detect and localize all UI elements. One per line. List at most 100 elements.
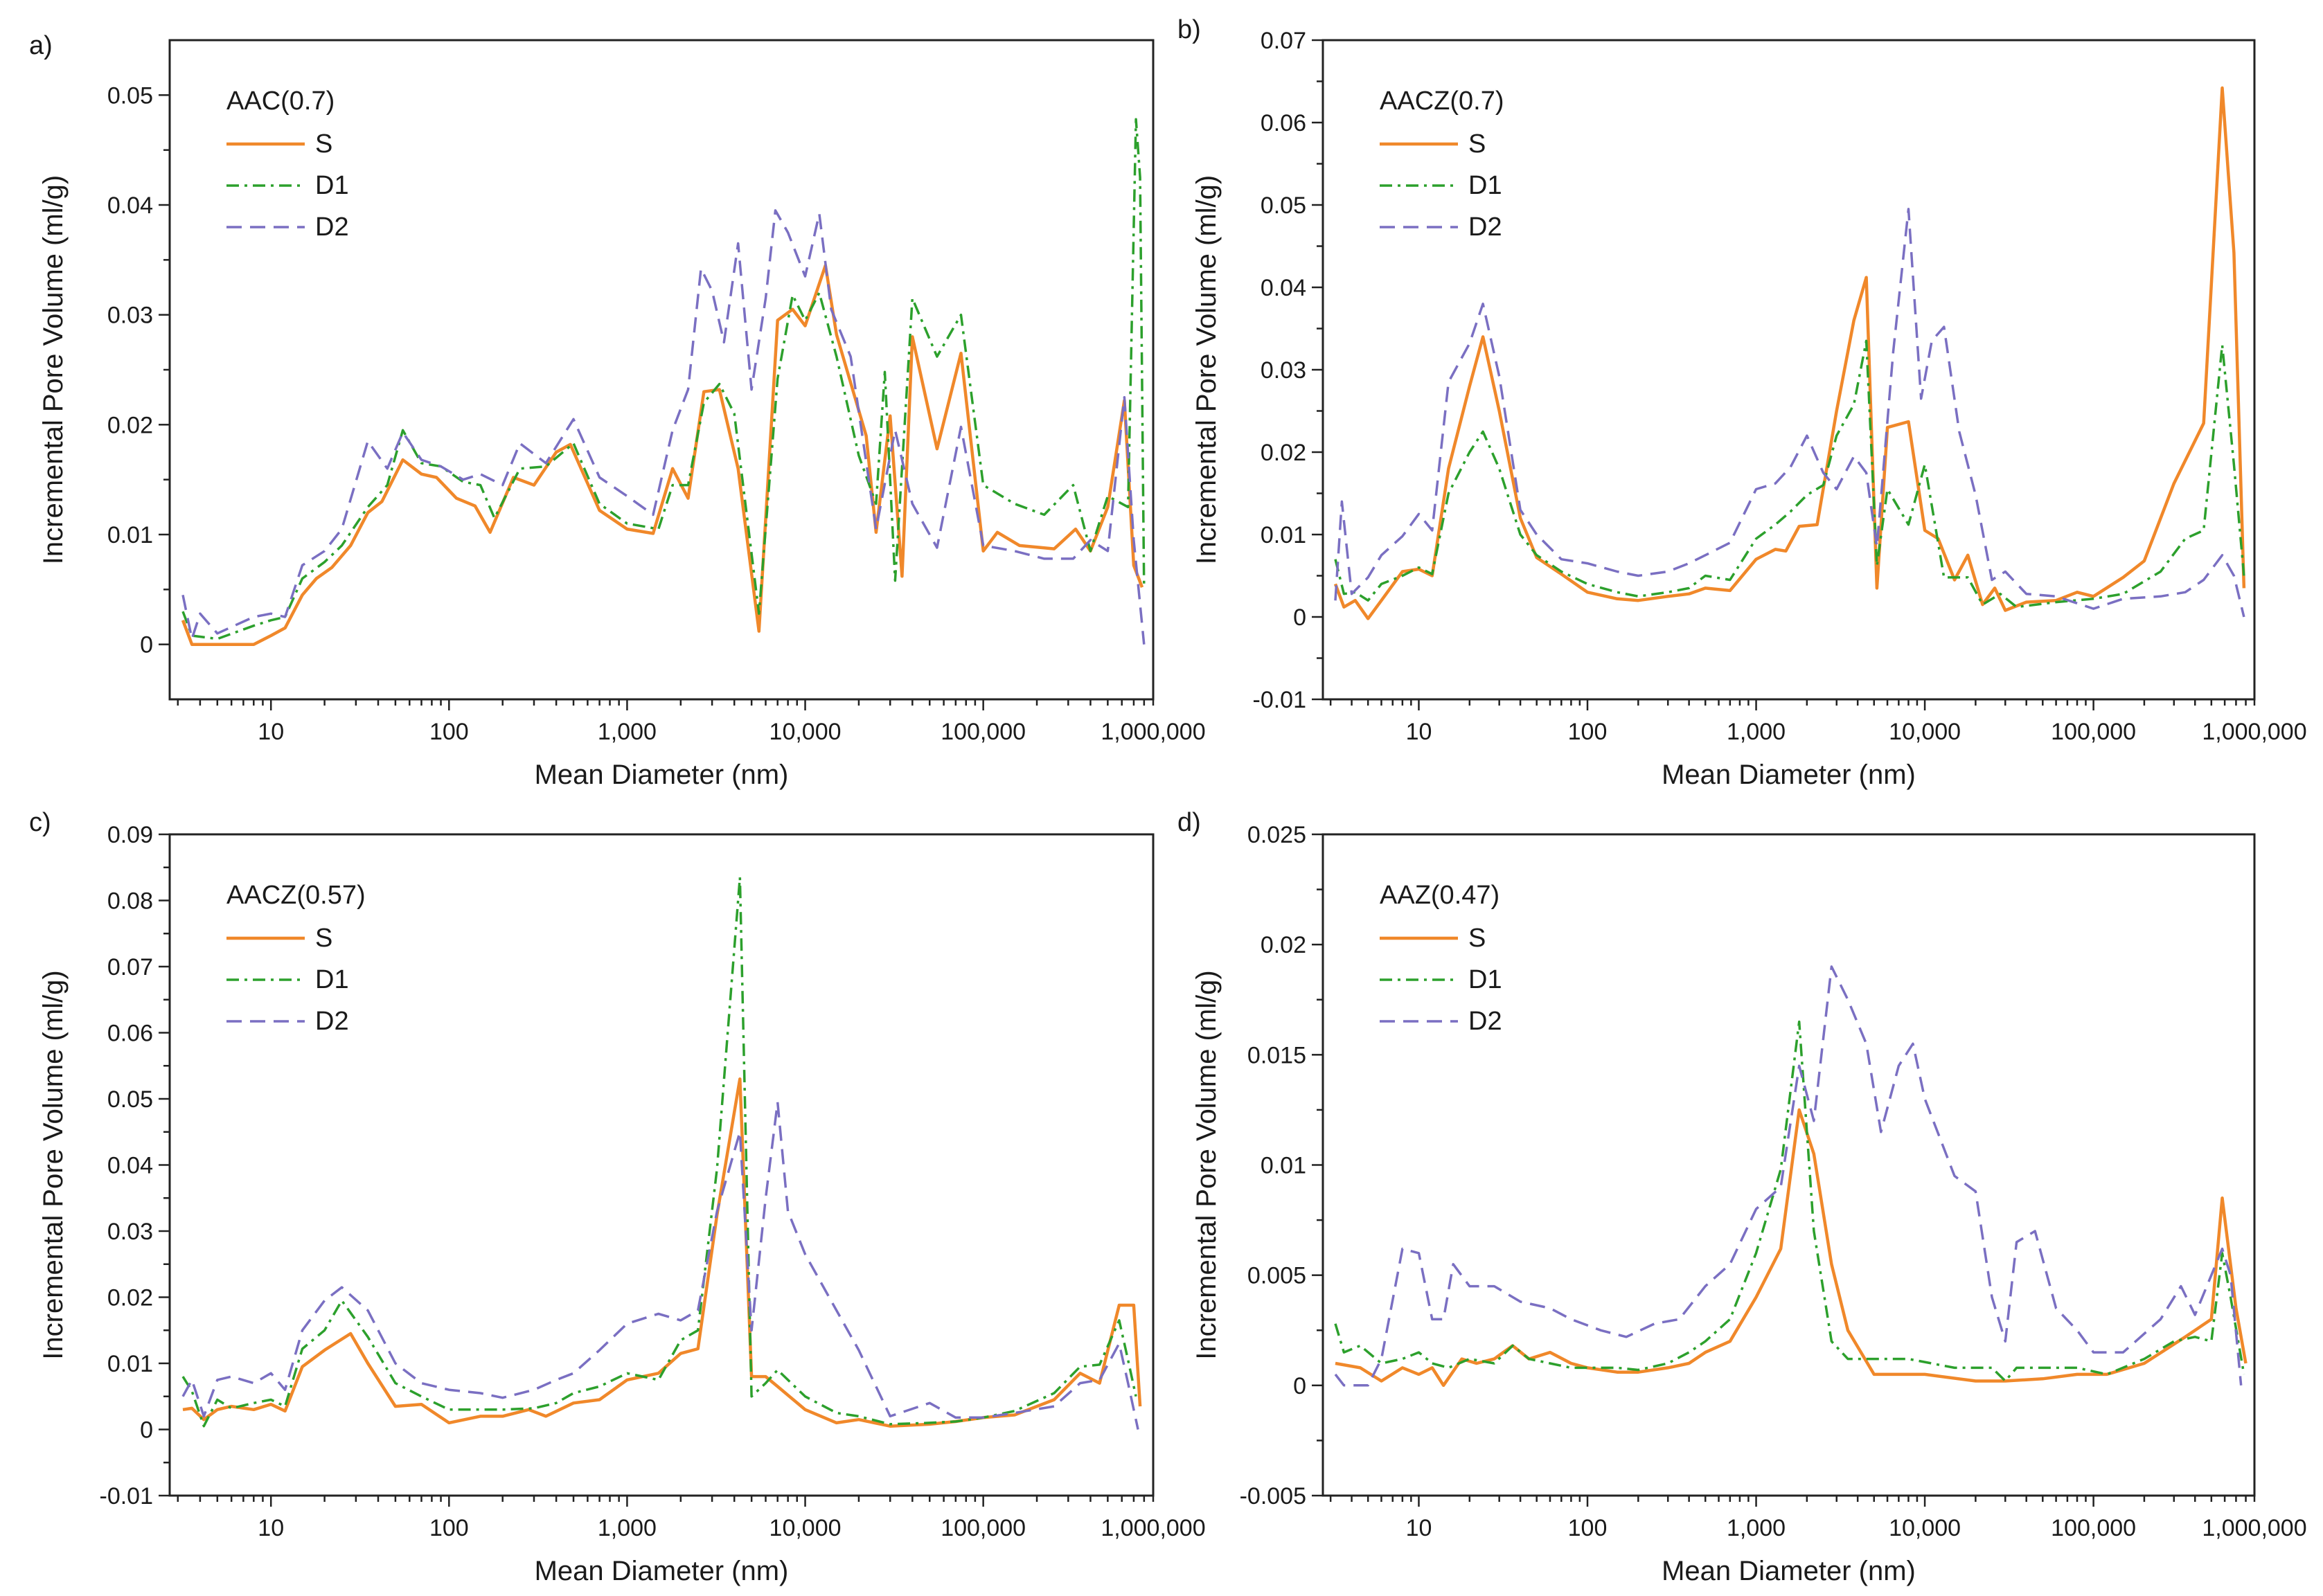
y-tick-label-c: 0 — [140, 1417, 153, 1444]
y-tick-label-c: 0.09 — [107, 822, 153, 848]
y-tick-label-a: 0.02 — [107, 412, 153, 438]
x-tick-label-c: 10,000 — [769, 1515, 842, 1541]
y-axis-title-d: Incremental Pore Volume (ml/g) — [1191, 970, 1222, 1359]
y-tick-label-c: 0.04 — [107, 1153, 153, 1179]
chart-title-c: AACZ(0.57) — [226, 881, 366, 910]
y-tick-label-b: -0.01 — [1253, 687, 1307, 713]
x-tick-label-a: 1,000,000 — [1101, 719, 1205, 745]
series-group-a — [181, 118, 1146, 646]
legend-label-d1-b: D1 — [1468, 171, 1502, 200]
y-tick-label-b: 0.01 — [1261, 522, 1306, 548]
x-tick-label-d: 1,000,000 — [2202, 1515, 2306, 1541]
y-tick-label-d: 0.01 — [1261, 1153, 1306, 1179]
y-tick-label-c: 0.05 — [107, 1086, 153, 1113]
x-axis-title-a: Mean Diameter (nm) — [535, 760, 789, 790]
series-line-d2-a — [181, 209, 1146, 645]
y-tick-label-c: -0.01 — [100, 1483, 154, 1509]
panel-d: d) 10 100 1,000 10,000 100,000 1,000,000 -0.005… — [1177, 808, 2307, 1586]
y-tick-label-b: 0 — [1293, 604, 1306, 631]
panel-letter-d: d) — [1177, 808, 1201, 837]
x-tick-label-d: 1,000 — [1727, 1515, 1786, 1541]
y-tick-label-c: 0.06 — [107, 1021, 153, 1047]
legend-label-d2-d: D2 — [1468, 1007, 1502, 1036]
series-line-d2-d — [1334, 965, 2243, 1387]
series-line-d2-c — [181, 1101, 1139, 1430]
y-axis-title-b: Incremental Pore Volume (ml/g) — [1191, 175, 1222, 564]
x-tick-label-a: 1,000 — [598, 719, 657, 745]
legend-label-s-a: S — [315, 129, 332, 159]
series-line-s-a — [181, 264, 1144, 646]
x-tick-label-d: 100 — [1568, 1515, 1608, 1541]
series-group-d — [1334, 965, 2248, 1388]
y-tick-label-a: 0 — [140, 632, 153, 658]
panel-letter-c: c) — [29, 808, 51, 837]
y-tick-label-c: 0.07 — [107, 954, 153, 980]
legend-label-s-b: S — [1468, 129, 1486, 159]
legend-label-s-c: S — [315, 924, 332, 953]
y-tick-label-a: 0.04 — [107, 192, 153, 219]
x-tick-label-c: 10 — [258, 1515, 284, 1541]
y-tick-label-d: 0.025 — [1247, 822, 1306, 848]
y-tick-label-b: 0.05 — [1261, 192, 1306, 219]
y-tick-label-a: 0.01 — [107, 522, 153, 548]
y-tick-label-a: 0.05 — [107, 82, 153, 109]
series-line-d1-b — [1334, 339, 2245, 609]
x-tick-label-b: 10 — [1406, 719, 1432, 745]
chart-title-b: AACZ(0.7) — [1380, 87, 1504, 116]
chart-title-a: AAC(0.7) — [226, 87, 335, 116]
legend-label-d1-c: D1 — [315, 965, 349, 994]
legend-label-d1-d: D1 — [1468, 965, 1502, 994]
x-tick-label-c: 1,000,000 — [1101, 1515, 1205, 1541]
series-line-d2-b — [1334, 208, 2245, 618]
y-tick-label-d: -0.005 — [1240, 1483, 1306, 1509]
x-tick-label-d: 10 — [1406, 1515, 1432, 1541]
panel-c: c) 10 100 1,000 10,000 100,000 1,000,000 -0.01 0… — [29, 808, 1206, 1586]
x-tick-label-a: 10 — [258, 719, 284, 745]
series-group-c — [181, 876, 1142, 1430]
y-axis-title-a: Incremental Pore Volume (ml/g) — [38, 175, 69, 564]
x-tick-label-b: 100,000 — [2051, 719, 2136, 745]
y-tick-label-b: 0.07 — [1261, 28, 1306, 54]
y-tick-label-c: 0.03 — [107, 1219, 153, 1245]
y-tick-label-d: 0 — [1293, 1373, 1306, 1399]
x-tick-label-b: 1,000,000 — [2202, 719, 2306, 745]
x-axis-title-c: Mean Diameter (nm) — [535, 1556, 789, 1586]
y-tick-label-b: 0.04 — [1261, 275, 1306, 301]
legend-label-s-d: S — [1468, 924, 1486, 953]
y-tick-label-d: 0.02 — [1261, 932, 1306, 958]
y-tick-label-c: 0.02 — [107, 1285, 153, 1311]
chart-title-d: AAZ(0.47) — [1380, 881, 1499, 910]
panel-letter-b: b) — [1177, 15, 1201, 44]
x-tick-label-b: 100 — [1568, 719, 1608, 745]
x-tick-label-a: 100 — [429, 719, 469, 745]
series-line-s-d — [1335, 1108, 2248, 1388]
legend-label-d2-b: D2 — [1468, 213, 1502, 242]
x-tick-label-c: 100 — [429, 1515, 469, 1541]
legend-label-d1-a: D1 — [315, 171, 349, 200]
y-tick-label-d: 0.015 — [1247, 1042, 1306, 1068]
legend-label-d2-c: D2 — [315, 1007, 349, 1036]
x-tick-label-d: 100,000 — [2051, 1515, 2136, 1541]
panel-a: a) 10 100 1,000 10,000 100,000 1,000,000 0 0.01 0… — [29, 31, 1206, 790]
y-axis-title-c: Incremental Pore Volume (ml/g) — [38, 970, 69, 1359]
series-group-b — [1333, 86, 2246, 620]
y-tick-label-b: 0.02 — [1261, 440, 1306, 466]
panel-letter-a: a) — [29, 31, 53, 60]
y-tick-label-b: 0.03 — [1261, 357, 1306, 384]
series-line-s-b — [1333, 86, 2246, 620]
y-tick-label-a: 0.03 — [107, 303, 153, 329]
legend-label-d2-a: D2 — [315, 213, 349, 242]
y-tick-label-c: 0.08 — [107, 888, 153, 915]
x-tick-label-b: 10,000 — [1889, 719, 1961, 745]
x-tick-label-a: 100,000 — [941, 719, 1026, 745]
x-tick-label-a: 10,000 — [769, 719, 842, 745]
x-tick-label-d: 10,000 — [1889, 1515, 1961, 1541]
x-axis-title-d: Mean Diameter (nm) — [1662, 1556, 1916, 1586]
x-tick-label-c: 1,000 — [598, 1515, 657, 1541]
y-tick-label-c: 0.01 — [107, 1351, 153, 1377]
y-tick-label-b: 0.06 — [1261, 110, 1306, 136]
x-axis-title-b: Mean Diameter (nm) — [1662, 760, 1916, 790]
panel-b: b) 10 100 1,000 10,000 100,000 1,000,000 -0.01 0… — [1177, 15, 2307, 790]
